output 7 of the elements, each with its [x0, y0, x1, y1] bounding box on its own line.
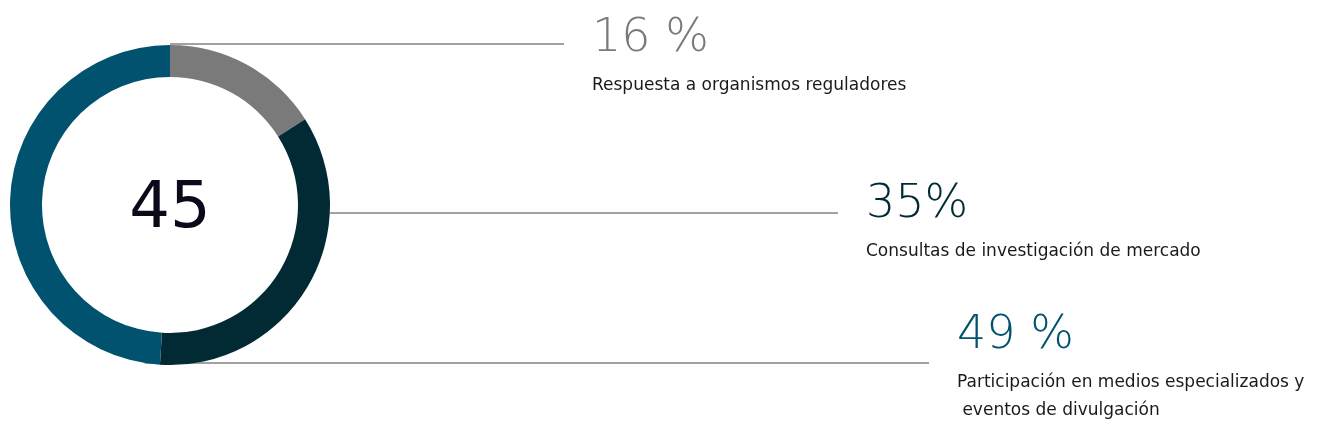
data-label: 16 % [592, 8, 709, 62]
data-label: 35% [866, 174, 969, 228]
slice-label: Consultas de investigación de mercado [866, 240, 1201, 260]
text: 45 [129, 168, 211, 242]
slice-label: Respuesta a organismos reguladores [592, 74, 907, 94]
data-label: 49 % [957, 305, 1074, 359]
slice-label: Participación en medios especializados y eventos de divulgación [957, 371, 1305, 419]
